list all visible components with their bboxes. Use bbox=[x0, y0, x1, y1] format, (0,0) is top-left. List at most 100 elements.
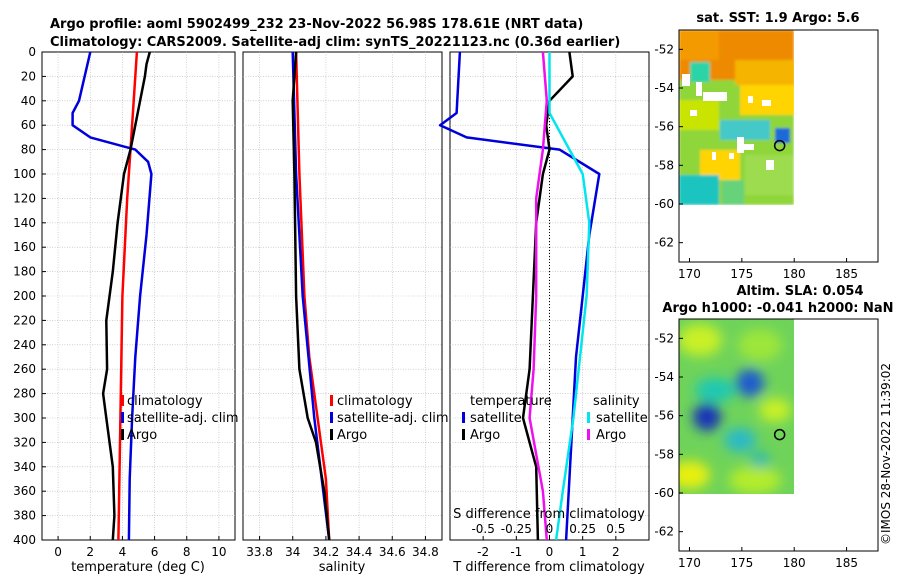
x-tick-label: 8 bbox=[183, 545, 191, 559]
salinity-legend: climatology satellite-adj. clim Argo bbox=[330, 394, 449, 443]
legend-satellite-swatch bbox=[330, 412, 333, 423]
x-tick-label: 33.8 bbox=[246, 545, 273, 559]
x-tick-label: -2 bbox=[477, 545, 489, 559]
y-tick-label: 240 bbox=[13, 338, 36, 352]
x-tick-label: 34.4 bbox=[346, 545, 373, 559]
temperature-y-ticks: 0 20 40 60 80 100 120 140 160 180 200 220 240 260 280 3… bbox=[13, 45, 46, 547]
s-tick-label: -0.5 bbox=[471, 522, 494, 536]
x-tick-label: 34.8 bbox=[412, 545, 439, 559]
map-y-tick-label: -62 bbox=[654, 236, 674, 250]
y-tick-label: 0 bbox=[28, 45, 36, 59]
y-tick-label: 220 bbox=[13, 313, 36, 327]
difference-grid bbox=[450, 52, 649, 540]
legend-t-argo-label: Argo bbox=[470, 428, 500, 443]
figure-title-line1: Argo profile: aoml 5902499_232 23-Nov-20… bbox=[50, 17, 583, 32]
y-tick-label: 20 bbox=[21, 69, 36, 83]
y-tick-label: 360 bbox=[13, 484, 36, 498]
legend-t-satellite-label: satellite bbox=[470, 411, 522, 426]
difference-line-t-argo bbox=[521, 51, 574, 541]
map-frame bbox=[678, 318, 879, 552]
y-tick-label: 120 bbox=[13, 191, 36, 205]
x-tick-label: 34.2 bbox=[313, 545, 340, 559]
salinity-series-group bbox=[291, 51, 331, 541]
y-tick-label: 320 bbox=[13, 435, 36, 449]
legend-s-argo-swatch bbox=[587, 429, 590, 440]
y-tick-label: 140 bbox=[13, 216, 36, 230]
map-x-tick-label: 180 bbox=[783, 267, 806, 281]
salinity-panel: 33.8 34 34.2 34.4 34.6 34.8 salinity climatol… bbox=[242, 51, 449, 575]
legend-temperature-title: temperature bbox=[470, 394, 552, 409]
s-tick-label: 0 bbox=[546, 522, 554, 536]
map-y-tick-label: -58 bbox=[654, 447, 674, 461]
legend-argo-swatch bbox=[330, 429, 333, 440]
x-tick-label: 1 bbox=[579, 545, 587, 559]
legend-climatology-label: climatology bbox=[337, 394, 413, 409]
map-y-tick-label: -62 bbox=[654, 525, 674, 539]
legend-climatology-label: climatology bbox=[127, 394, 203, 409]
legend-t-satellite-swatch bbox=[462, 412, 465, 423]
y-tick-label: 200 bbox=[13, 289, 36, 303]
x-tick-label: 34 bbox=[285, 545, 300, 559]
x-tick-label: 34.6 bbox=[379, 545, 406, 559]
sst-field bbox=[679, 30, 794, 205]
temperature-x-label: temperature (deg C) bbox=[71, 560, 205, 575]
map-x-tick-label: 170 bbox=[678, 267, 701, 281]
y-tick-label: 60 bbox=[21, 118, 36, 132]
map-y-tick-label: -56 bbox=[654, 409, 674, 423]
y-tick-label: 40 bbox=[21, 94, 36, 108]
legend-t-argo-swatch bbox=[462, 429, 465, 440]
y-tick-label: 160 bbox=[13, 240, 36, 254]
legend-argo-label: Argo bbox=[337, 428, 367, 443]
salinity-x-label: salinity bbox=[319, 560, 366, 575]
difference-x-ticks: -2 -1 0 1 2 bbox=[477, 536, 620, 559]
difference-s-ticks: -0.5 -0.25 0 0.25 0.5 bbox=[471, 522, 625, 536]
x-tick-label: 10 bbox=[211, 545, 226, 559]
t-difference-label: T difference from climatology bbox=[452, 560, 645, 575]
legend-s-satellite-label: satellite bbox=[596, 411, 648, 426]
map-x-tick-label: 185 bbox=[835, 556, 858, 570]
legend-climatology-swatch bbox=[330, 395, 333, 406]
sst-map-axes: 170 175 180 185 -52 -54 -56 -58 -60 -62 bbox=[654, 29, 879, 281]
legend-climatology-swatch bbox=[121, 395, 124, 406]
map-frame bbox=[678, 29, 879, 263]
legend-satellite-label: satellite-adj. clim bbox=[127, 411, 239, 426]
sla-map-title-line1: Altim. SLA: 0.054 bbox=[737, 284, 864, 299]
sst-map-panel: sat. SST: 1.9 Argo: 5.6 bbox=[654, 11, 879, 281]
difference-line-s-satellite bbox=[548, 52, 591, 541]
temperature-panel: 0204060801001201401601802002202402602803… bbox=[13, 45, 239, 575]
legend-s-argo-label: Argo bbox=[596, 428, 626, 443]
s-tick-label: 0.5 bbox=[606, 522, 625, 536]
x-tick-label: 2 bbox=[86, 545, 94, 559]
sla-map-axes: 170 175 180 185 -52 -54 -56 -58 -60 -62 bbox=[654, 318, 879, 570]
temperature-line-satellite-adj-clim bbox=[71, 51, 153, 541]
map-y-tick-label: -54 bbox=[654, 370, 674, 384]
argo-location-marker bbox=[773, 139, 786, 152]
map-x-tick-label: 175 bbox=[730, 556, 753, 570]
legend-argo-swatch bbox=[121, 429, 124, 440]
legend-satellite-label: satellite-adj. clim bbox=[337, 411, 449, 426]
salinity-line-argo bbox=[291, 51, 331, 541]
salinity-axes-frame bbox=[242, 51, 443, 541]
sla-map-title-line2: Argo h1000: -0.041 h2000: NaN bbox=[662, 301, 893, 316]
temperature-x-ticks: 0 2 4 6 8 10 bbox=[54, 536, 227, 559]
legend-argo-label: Argo bbox=[127, 428, 157, 443]
s-tick-label: 0.25 bbox=[569, 522, 596, 536]
map-y-tick-label: -60 bbox=[654, 197, 674, 211]
y-tick-label: 380 bbox=[13, 509, 36, 523]
map-y-tick-label: -54 bbox=[654, 81, 674, 95]
y-tick-label: 340 bbox=[13, 460, 36, 474]
x-tick-label: 2 bbox=[612, 545, 620, 559]
map-y-tick-label: -52 bbox=[654, 331, 674, 345]
x-tick-label: -1 bbox=[510, 545, 522, 559]
temperature-line-argo bbox=[101, 51, 152, 541]
y-tick-label: 100 bbox=[13, 167, 36, 181]
y-tick-label: 260 bbox=[13, 362, 36, 376]
sla-field bbox=[679, 319, 794, 494]
salinity-grid bbox=[243, 52, 442, 540]
imos-timestamp-watermark: ©IMOS 28-Nov-2022 11:39:02 bbox=[879, 363, 893, 545]
difference-line-s-argo bbox=[528, 51, 549, 541]
map-y-tick-label: -60 bbox=[654, 486, 674, 500]
y-tick-label: 80 bbox=[21, 143, 36, 157]
temperature-axes-frame bbox=[41, 51, 236, 541]
legend-satellite-swatch bbox=[121, 412, 124, 423]
